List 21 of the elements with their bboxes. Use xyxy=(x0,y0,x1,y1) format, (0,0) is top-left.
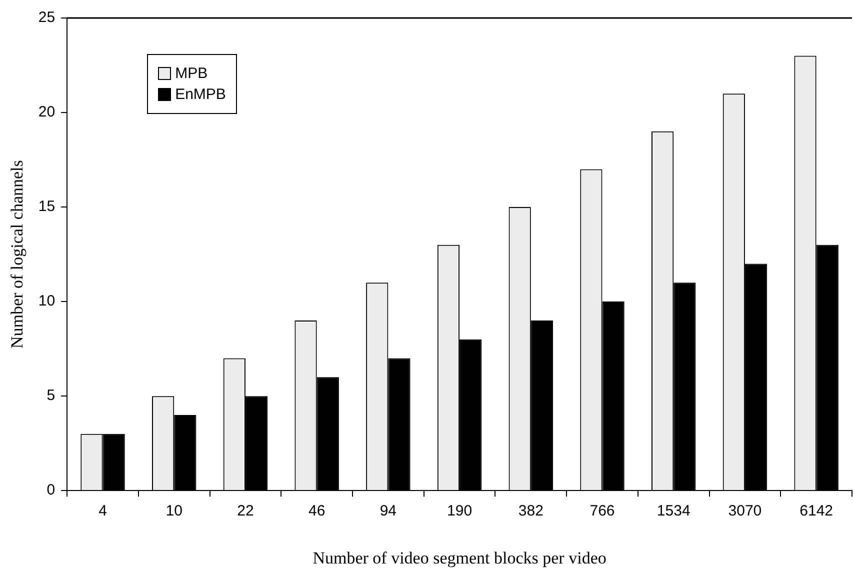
x-tick-label: 766 xyxy=(590,502,615,520)
y-tick-label: 20 xyxy=(38,104,56,121)
y-tick-label: 15 xyxy=(38,198,56,216)
x-tick-label: 3070 xyxy=(728,502,762,520)
x-tick-label: 382 xyxy=(518,502,544,520)
x-tick-label: 4 xyxy=(98,502,107,520)
y-tick-label: 25 xyxy=(38,9,56,26)
y-tick-label: 5 xyxy=(46,387,56,404)
x-tick-label: 10 xyxy=(166,502,182,520)
x-tick-label: 1534 xyxy=(656,502,690,520)
y-axis-title: Number of logical channels xyxy=(8,160,27,348)
x-tick-label: 190 xyxy=(447,502,472,520)
x-axis-title: Number of video segment blocks per video xyxy=(312,548,606,568)
legend-label: MPB xyxy=(175,65,208,82)
x-tick-label: 94 xyxy=(380,502,397,520)
y-tick-label: 10 xyxy=(38,292,56,310)
x-tick-label: 6142 xyxy=(800,502,834,520)
x-tick-label: 22 xyxy=(237,502,254,520)
x-tick-label: 46 xyxy=(308,502,326,520)
legend-label: EnMPB xyxy=(175,86,226,103)
y-tick-label: 0 xyxy=(46,482,56,499)
